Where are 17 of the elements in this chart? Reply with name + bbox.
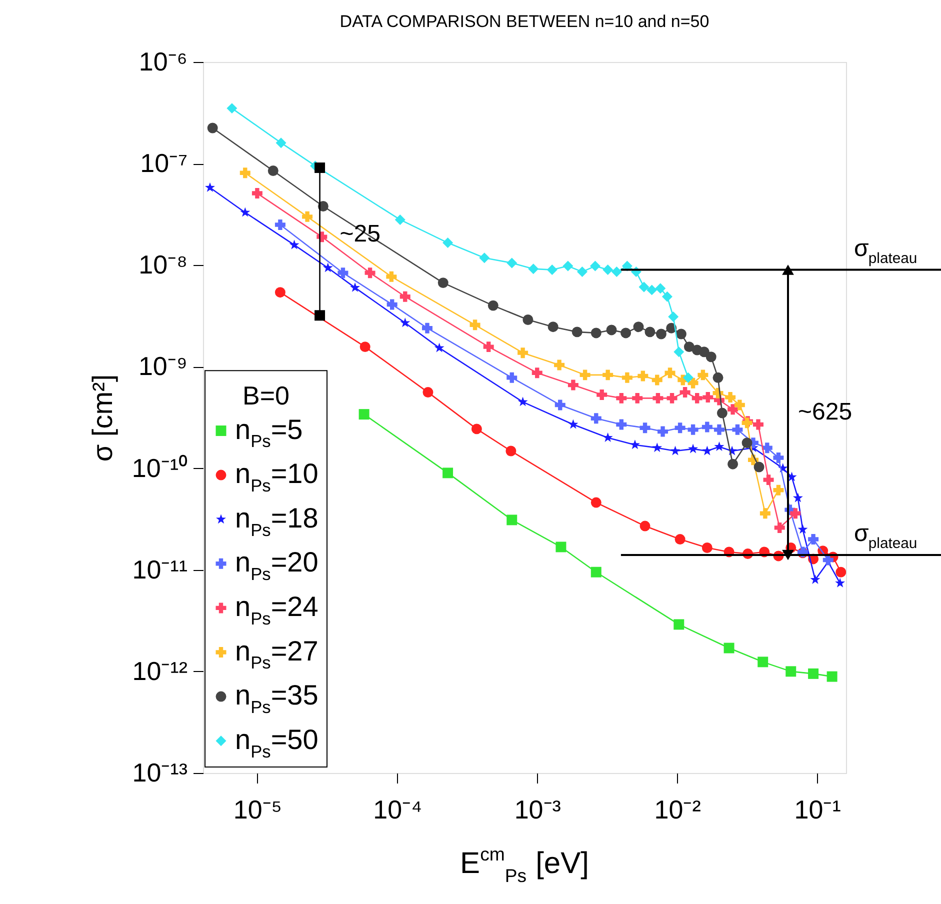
x-tick-label: 10⁻² (654, 794, 702, 824)
x-tick-label: 10⁻⁵ (233, 794, 282, 824)
y-tick-label: 10⁻⁹ (138, 351, 188, 382)
y-tick-label: 10⁻⁸ (138, 250, 188, 280)
annotation: ~625 (798, 398, 852, 426)
y-tick-label: 10⁻¹¹ (132, 554, 188, 584)
y-tick-label: 10⁻⁷ (140, 148, 188, 178)
x-tick-label: 10⁻¹ (794, 794, 842, 824)
x-tick-label: 10⁻⁴ (373, 794, 422, 824)
y-tick-label: 10⁻¹³ (132, 758, 188, 788)
y-tick-label: 10⁻¹² (132, 656, 188, 686)
chart-title: DATA COMPARISON BETWEEN n=10 and n=50 (340, 12, 710, 31)
y-tick-label: 10⁻⁶ (138, 46, 188, 76)
legend-title: B=0 (242, 380, 290, 411)
x-tick-label: 10⁻³ (514, 794, 562, 824)
y-tick-label: 10⁻¹⁰ (132, 452, 188, 483)
y-axis-title: σ [cm²] (86, 374, 118, 462)
